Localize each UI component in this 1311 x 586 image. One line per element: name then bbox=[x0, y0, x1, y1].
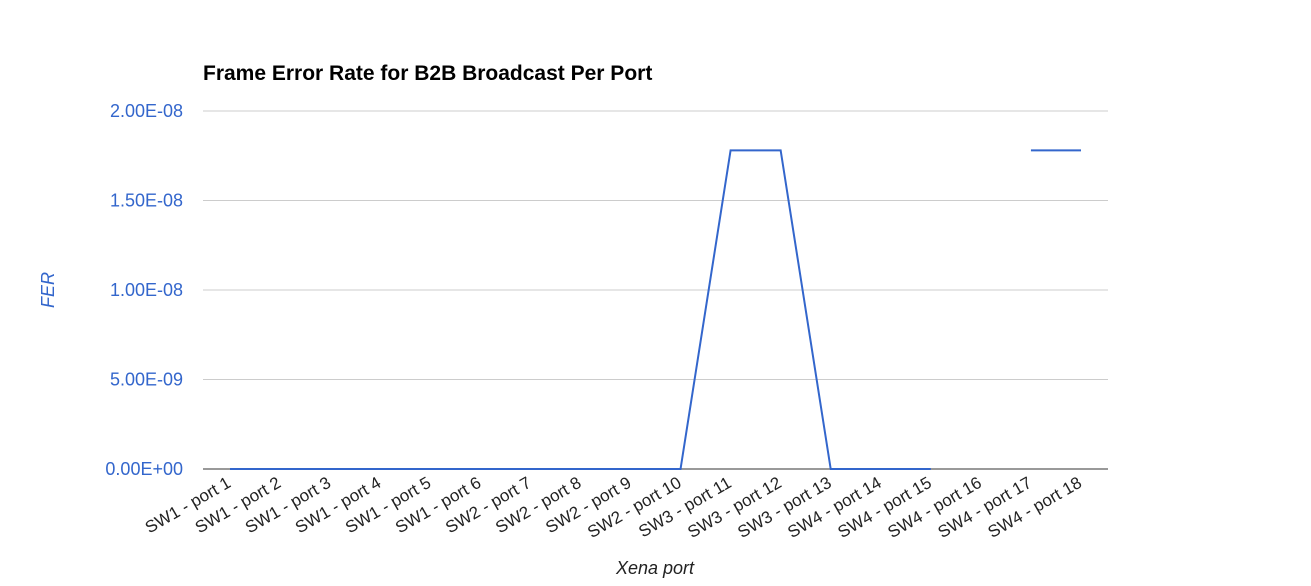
y-tick-label: 1.50E-08 bbox=[110, 191, 183, 211]
y-axis-label: FER bbox=[38, 272, 58, 308]
gridlines bbox=[203, 110, 1108, 380]
series-lines bbox=[230, 149, 1081, 470]
series-line bbox=[230, 149, 931, 470]
y-tick-label: 0.00E+00 bbox=[105, 459, 183, 479]
x-axis-label: Xena port bbox=[615, 558, 695, 578]
y-tick-label: 5.00E-09 bbox=[110, 370, 183, 390]
y-tick-label: 1.00E-08 bbox=[110, 280, 183, 300]
chart-title: Frame Error Rate for B2B Broadcast Per P… bbox=[203, 62, 652, 85]
y-axis-ticks: 0.00E+00 5.00E-09 1.00E-08 1.50E-08 2.00E-08 bbox=[105, 101, 183, 479]
y-tick-label: 2.00E-08 bbox=[110, 101, 183, 121]
